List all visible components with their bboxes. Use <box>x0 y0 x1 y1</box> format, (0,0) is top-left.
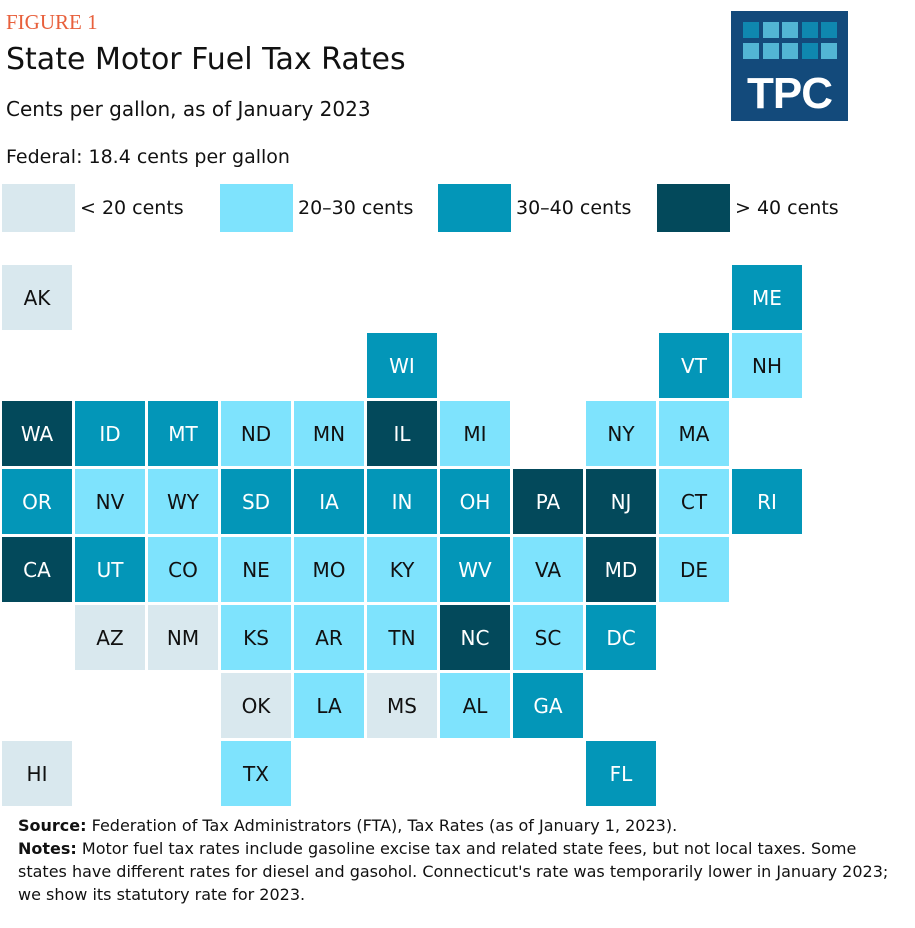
tpc-logo: TPC <box>731 11 848 121</box>
legend-swatch <box>220 184 293 232</box>
state-tile-mo: MO <box>294 537 364 602</box>
state-tile-va: VA <box>513 537 583 602</box>
state-tile-md: MD <box>586 537 656 602</box>
state-tile-dc: DC <box>586 605 656 670</box>
state-tile-pa: PA <box>513 469 583 534</box>
source-label: Source: <box>18 816 87 835</box>
state-tile-nd: ND <box>221 401 291 466</box>
source-line: Source: Federation of Tax Administrators… <box>18 814 898 837</box>
state-tile-tn: TN <box>367 605 437 670</box>
state-tile-nc: NC <box>440 605 510 670</box>
state-tile-hi: HI <box>2 741 72 806</box>
chart-title: State Motor Fuel Tax Rates <box>6 42 406 77</box>
state-tile-il: IL <box>367 401 437 466</box>
state-tile-az: AZ <box>75 605 145 670</box>
source-notes: Source: Federation of Tax Administrators… <box>18 814 898 906</box>
state-tile-ky: KY <box>367 537 437 602</box>
source-text: Federation of Tax Administrators (FTA), … <box>86 816 678 835</box>
state-tile-ny: NY <box>586 401 656 466</box>
state-tile-ma: MA <box>659 401 729 466</box>
logo-square <box>801 43 818 59</box>
notes-line: Notes: Motor fuel tax rates include gaso… <box>18 837 898 906</box>
notes-text: Motor fuel tax rates include gasoline ex… <box>18 839 889 904</box>
state-tile-me: ME <box>732 265 802 330</box>
legend-label: > 40 cents <box>735 197 839 219</box>
logo-square <box>821 43 837 59</box>
legend-swatch <box>438 184 511 232</box>
notes-label: Notes: <box>18 839 77 858</box>
state-tile-mi: MI <box>440 401 510 466</box>
logo-square <box>762 43 779 59</box>
logo-square <box>782 43 798 59</box>
state-tile-wv: WV <box>440 537 510 602</box>
state-tile-ok: OK <box>221 673 291 738</box>
figure-label: FIGURE 1 <box>6 10 98 34</box>
state-tile-ca: CA <box>2 537 72 602</box>
legend-swatch <box>657 184 730 232</box>
logo-text: TPC <box>747 69 833 118</box>
legend-swatch <box>2 184 75 232</box>
state-tile-ak: AK <box>2 265 72 330</box>
state-tile-mn: MN <box>294 401 364 466</box>
federal-rate-note: Federal: 18.4 cents per gallon <box>6 146 290 168</box>
state-tile-sc: SC <box>513 605 583 670</box>
state-tile-nm: NM <box>148 605 218 670</box>
logo-square <box>782 22 798 38</box>
state-tile-ut: UT <box>75 537 145 602</box>
state-tile-sd: SD <box>221 469 291 534</box>
state-tile-ar: AR <box>294 605 364 670</box>
logo-square <box>743 43 759 59</box>
state-tile-wy: WY <box>148 469 218 534</box>
state-tile-ks: KS <box>221 605 291 670</box>
state-tile-nh: NH <box>732 333 802 398</box>
state-tile-ri: RI <box>732 469 802 534</box>
state-tile-ms: MS <box>367 673 437 738</box>
state-tile-wa: WA <box>2 401 72 466</box>
state-tile-de: DE <box>659 537 729 602</box>
state-tile-co: CO <box>148 537 218 602</box>
state-tile-la: LA <box>294 673 364 738</box>
legend-label: 30–40 cents <box>516 197 632 219</box>
logo-square <box>743 22 759 38</box>
state-tile-vt: VT <box>659 333 729 398</box>
state-tile-ia: IA <box>294 469 364 534</box>
state-tile-nj: NJ <box>586 469 656 534</box>
state-tile-ne: NE <box>221 537 291 602</box>
state-tile-oh: OH <box>440 469 510 534</box>
legend-label: < 20 cents <box>80 197 184 219</box>
state-tile-nv: NV <box>75 469 145 534</box>
state-tile-in: IN <box>367 469 437 534</box>
logo-square <box>801 22 818 38</box>
state-tile-al: AL <box>440 673 510 738</box>
state-tile-tx: TX <box>221 741 291 806</box>
logo-square <box>821 22 837 38</box>
logo-square <box>762 22 779 38</box>
state-tile-mt: MT <box>148 401 218 466</box>
state-tile-ga: GA <box>513 673 583 738</box>
state-tile-ct: CT <box>659 469 729 534</box>
chart-subtitle: Cents per gallon, as of January 2023 <box>6 97 371 121</box>
state-tile-fl: FL <box>586 741 656 806</box>
state-tile-wi: WI <box>367 333 437 398</box>
legend-label: 20–30 cents <box>298 197 414 219</box>
state-tile-or: OR <box>2 469 72 534</box>
state-tile-id: ID <box>75 401 145 466</box>
